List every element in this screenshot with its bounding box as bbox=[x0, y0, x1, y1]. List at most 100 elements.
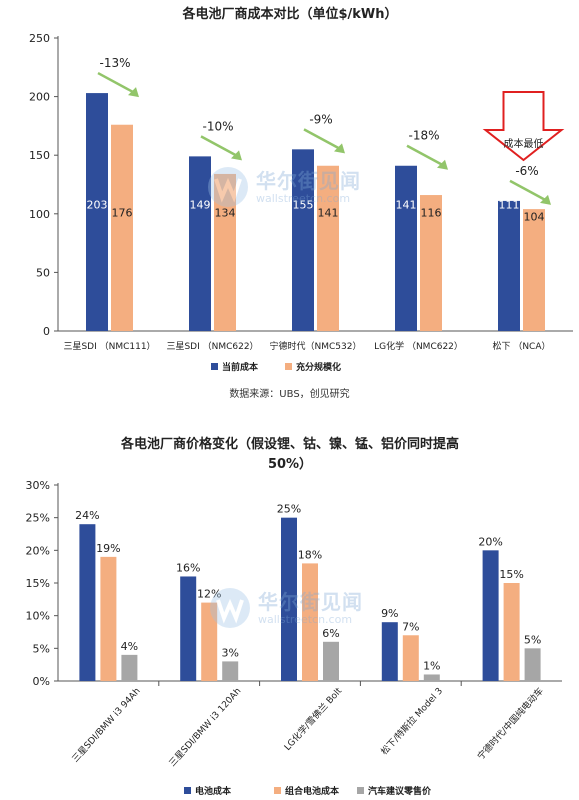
chart1-category-label: LG化学 （NMC622） bbox=[374, 340, 463, 352]
chart1-value-label-scaled: 134 bbox=[215, 206, 236, 219]
chart2-bar-pack bbox=[302, 563, 318, 681]
chart2-legend-label: 组合电池成本 bbox=[285, 785, 340, 797]
chart1-change-annotation: -18% bbox=[408, 129, 439, 143]
chart2-legend-label: 电池成本 bbox=[195, 785, 232, 797]
watermark-domain: wallstreetcn.com bbox=[256, 192, 351, 205]
chart1-arrowhead-icon bbox=[437, 159, 448, 170]
chart1-arrowhead-icon bbox=[231, 150, 242, 161]
chart2-y-tick-label: 15% bbox=[26, 577, 50, 590]
chart1-arrow-icon bbox=[303, 128, 342, 151]
chart2-bar-pack bbox=[503, 583, 520, 681]
chart1-change-annotation: -10% bbox=[202, 119, 233, 133]
chart2-bar-msrp bbox=[524, 648, 541, 681]
chart2-bar-pack bbox=[402, 635, 419, 681]
chart1-category-label: 三星SDI （NMC111） bbox=[63, 341, 155, 352]
chart2-value-label-msrp: 6% bbox=[322, 627, 339, 640]
chart1-legend-swatch bbox=[285, 363, 292, 370]
chart1-change-annotation: -13% bbox=[99, 56, 130, 70]
chart1-y-tick-label: 50 bbox=[36, 266, 50, 279]
chart1-y-tick-label: 0 bbox=[43, 325, 50, 338]
chart1-legend-label: 充分规模化 bbox=[296, 361, 341, 373]
chart1-value-label-scaled: 141 bbox=[318, 206, 339, 219]
chart2-bar-battery bbox=[381, 622, 398, 681]
chart-price-change: 各电池厂商价格变化（假设锂、钴、镍、锰、铝价同时提高 50%） 0% 5% 10% 15%… bbox=[26, 436, 562, 797]
chart2-value-label-pack: 19% bbox=[96, 542, 120, 555]
chart1-bar-scaled bbox=[420, 195, 442, 331]
chart2-bar-battery bbox=[180, 576, 197, 681]
chart1-value-label-current: 141 bbox=[396, 198, 417, 211]
chart1-category-label: 三星SDI （NMC622） bbox=[166, 341, 258, 352]
chart2-y-tick-label: 10% bbox=[26, 610, 50, 623]
chart2-category-label: 宁德时代/中国纯电动车 bbox=[475, 685, 546, 762]
chart2-bar-msrp bbox=[423, 674, 440, 681]
chart2-bar-battery bbox=[281, 517, 297, 681]
chart2-value-label-pack: 15% bbox=[499, 568, 523, 581]
chart2-y-tick-label: 20% bbox=[26, 544, 50, 557]
chart2-y-tick-label: 0% bbox=[33, 675, 50, 688]
chart2-bar-battery bbox=[79, 524, 96, 681]
chart2-legend-swatch bbox=[357, 787, 364, 794]
lowest-cost-callout: 成本最低 bbox=[504, 137, 544, 150]
chart2-legend-label: 汽车建议零售价 bbox=[368, 785, 432, 797]
chart2-value-label-battery: 16% bbox=[176, 561, 200, 574]
chart1-legend-swatch bbox=[211, 363, 218, 370]
chart1-bar-current bbox=[189, 156, 211, 331]
chart-cost-comparison: 各电池厂商成本对比（单位$/kWh） 0 50 100 150 200 250 203 176 三… bbox=[29, 6, 573, 373]
chart1-value-label-scaled: 104 bbox=[524, 210, 545, 223]
chart2-value-label-msrp: 1% bbox=[423, 659, 440, 672]
chart2-bar-msrp bbox=[222, 661, 239, 681]
chart2-bar-pack bbox=[201, 602, 218, 681]
chart2-value-label-battery: 25% bbox=[277, 503, 301, 516]
data-source-note: 数据来源：UBS，创见研究 bbox=[229, 389, 350, 400]
chart2-bar-pack bbox=[100, 556, 117, 681]
watermark-brand: 华尔街见闻 bbox=[258, 590, 363, 614]
chart1-title: 各电池厂商成本对比（单位$/kWh） bbox=[181, 6, 397, 22]
chart1-value-label-scaled: 176 bbox=[112, 206, 133, 219]
chart2-category-label: 松下/特斯拉 Model 3 bbox=[378, 685, 445, 757]
chart2-bar-msrp bbox=[121, 654, 138, 681]
chart2-legend-swatch bbox=[274, 787, 281, 794]
chart1-arrowhead-icon bbox=[540, 194, 551, 205]
chart2-legend-swatch bbox=[184, 787, 191, 794]
chart1-arrow-icon bbox=[406, 144, 445, 167]
chart2-value-label-pack: 18% bbox=[298, 548, 322, 561]
chart1-bar-current bbox=[395, 165, 417, 331]
chart2-value-label-msrp: 3% bbox=[221, 646, 238, 659]
chart2-category-label: 三星SDI/BMW i3 120Ah bbox=[167, 686, 244, 769]
chart1-value-label-scaled: 116 bbox=[421, 206, 442, 219]
chart1-bar-current bbox=[498, 200, 520, 331]
chart1-legend-label: 当前成本 bbox=[222, 361, 259, 373]
chart1-bar-scaled bbox=[214, 173, 236, 331]
chart2-bar-msrp bbox=[323, 641, 339, 681]
chart2-title-line2: 50%） bbox=[268, 456, 312, 472]
chart2-y-tick-label: 25% bbox=[26, 512, 50, 525]
chart1-change-annotation: -9% bbox=[309, 112, 332, 126]
chart1-value-label-current: 149 bbox=[190, 198, 211, 211]
chart1-arrowhead-icon bbox=[128, 87, 139, 98]
chart1-bar-scaled bbox=[111, 124, 133, 331]
chart1-bar-current bbox=[86, 93, 108, 331]
chart1-arrow-icon bbox=[200, 135, 239, 158]
chart2-value-label-pack: 12% bbox=[197, 588, 221, 601]
chart1-bar-current bbox=[292, 149, 314, 331]
watermark-domain: wallstreetcn.com bbox=[258, 613, 353, 626]
chart2-value-label-battery: 20% bbox=[478, 535, 502, 548]
chart1-value-label-current: 155 bbox=[293, 198, 314, 211]
chart2-y-tick-label: 30% bbox=[26, 479, 50, 492]
chart1-y-tick-label: 100 bbox=[29, 208, 50, 221]
chart1-arrowhead-icon bbox=[334, 143, 345, 154]
chart1-category-label: 松下 （NCA） bbox=[492, 340, 550, 352]
chart2-value-label-pack: 7% bbox=[402, 620, 419, 633]
chart1-category-label: 宁德时代（NMC532） bbox=[270, 340, 362, 352]
chart2-value-label-battery: 9% bbox=[381, 607, 398, 620]
chart2-value-label-battery: 24% bbox=[75, 509, 99, 522]
watermark-logo-icon bbox=[210, 588, 250, 628]
chart2-category-label: LG化学/雪佛兰 Bolt bbox=[281, 685, 344, 753]
chart2-value-label-msrp: 5% bbox=[524, 633, 541, 646]
chart1-arrow-icon bbox=[509, 179, 548, 203]
chart1-value-label-current: 203 bbox=[87, 198, 108, 211]
chart1-bar-scaled bbox=[523, 209, 545, 331]
chart2-y-tick-label: 5% bbox=[33, 642, 50, 655]
chart1-arrow-icon bbox=[97, 71, 136, 95]
